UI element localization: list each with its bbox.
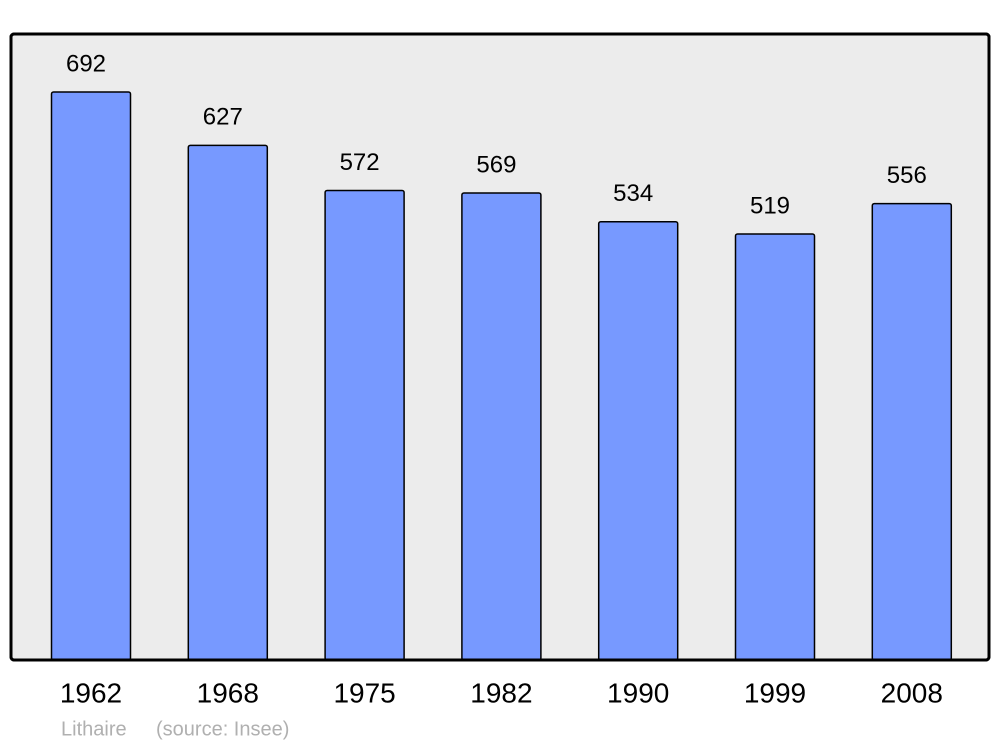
- x-tick-label: 1962: [60, 677, 122, 708]
- value-label: 556: [887, 162, 927, 189]
- annotation: Lithaire: [61, 718, 127, 740]
- x-tick-label: 1999: [744, 677, 806, 708]
- x-tick-label: 2008: [881, 677, 943, 708]
- plot-border: [9, 32, 991, 662]
- x-tick-label: 1982: [470, 677, 532, 708]
- value-label: 627: [203, 104, 243, 131]
- bar: [461, 192, 542, 661]
- value-label: 534: [613, 180, 653, 207]
- value-label: 572: [340, 149, 380, 176]
- x-tick-label: 1968: [197, 677, 259, 708]
- value-label: 692: [66, 50, 106, 77]
- value-label: 569: [476, 151, 516, 178]
- bar: [187, 144, 269, 661]
- x-tick-label: 1990: [607, 677, 669, 708]
- value-label: 519: [750, 192, 790, 219]
- bar: [597, 220, 679, 661]
- x-tick-label: 1975: [333, 677, 395, 708]
- bar: [324, 189, 405, 661]
- bar: [871, 202, 953, 661]
- bar: [734, 233, 816, 661]
- annotation: (source: Insee): [156, 718, 289, 740]
- bar: [50, 91, 132, 661]
